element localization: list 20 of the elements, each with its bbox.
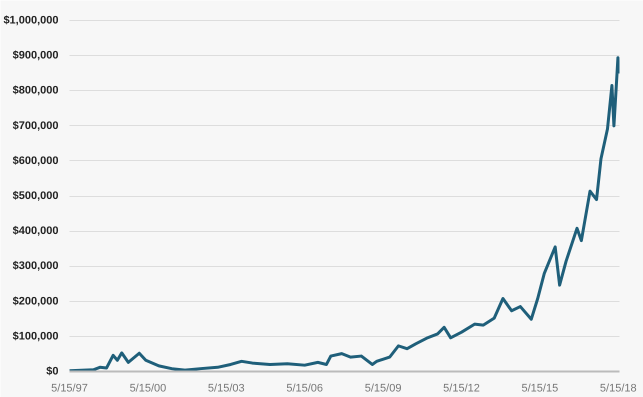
x-tick-label: 5/15/00 — [130, 382, 166, 394]
y-tick-label: $1,000,000 — [3, 14, 59, 27]
y-tick-label: $900,000 — [12, 50, 59, 62]
y-tick-label: $500,000 — [12, 190, 59, 202]
y-tick-label: $0 — [46, 366, 59, 378]
x-tick-label: 5/15/06 — [286, 382, 324, 394]
y-tick-label: $800,000 — [12, 84, 59, 97]
y-tick-label: $100,000 — [12, 330, 59, 342]
x-tick-label: 5/15/12 — [443, 382, 480, 394]
x-tick-label: 5/15/18 — [600, 382, 637, 394]
y-tick-label: $600,000 — [12, 154, 59, 167]
line-series — [70, 56, 620, 372]
x-tick-label: 5/15/15 — [522, 382, 558, 394]
y-tick-label: $400,000 — [12, 225, 59, 238]
x-tick-label: 5/15/97 — [51, 382, 88, 394]
y-tick-label: $200,000 — [12, 295, 59, 308]
x-tick-label: 5/15/09 — [364, 382, 402, 394]
y-tick-label: $300,000 — [12, 260, 59, 272]
y-tick-label: $700,000 — [12, 120, 59, 132]
x-tick-label: 5/15/03 — [208, 382, 245, 394]
